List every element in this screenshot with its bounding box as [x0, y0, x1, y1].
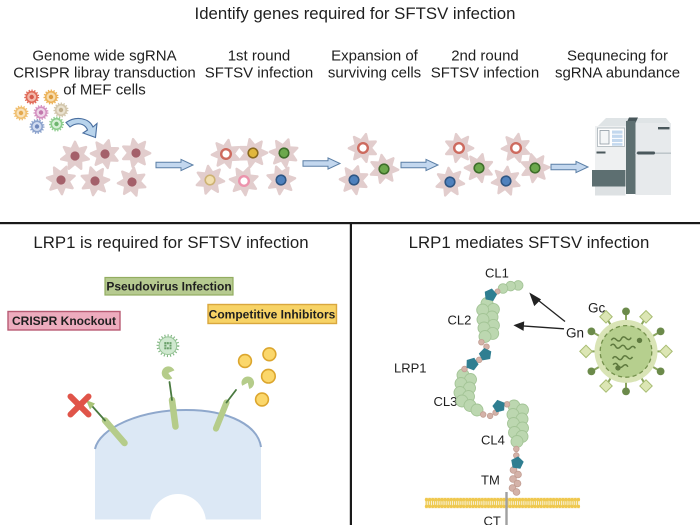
svg-text:Competitive Inhibitors: Competitive Inhibitors: [209, 308, 336, 322]
svg-text:Genome wide sgRNA: Genome wide sgRNA: [32, 48, 176, 65]
svg-text:SFTSV infection: SFTSV infection: [431, 65, 539, 82]
svg-text:CRISPR libray transduction: CRISPR libray transduction: [13, 65, 196, 82]
svg-text:Expansion of: Expansion of: [331, 48, 419, 65]
svg-text:LRP1 mediates SFTSV infection: LRP1 mediates SFTSV infection: [409, 233, 650, 252]
svg-text:Identify genes required for SF: Identify genes required for SFTSV infect…: [195, 4, 516, 23]
svg-text:2nd round: 2nd round: [451, 48, 519, 65]
svg-text:Gc: Gc: [588, 301, 606, 316]
svg-text:sgRNA abundance: sgRNA abundance: [555, 65, 680, 82]
svg-text:Pseudovirus Infection: Pseudovirus Infection: [106, 280, 231, 294]
svg-text:CRISPR Knockout: CRISPR Knockout: [12, 314, 116, 328]
svg-text:of MEF cells: of MEF cells: [63, 82, 146, 99]
svg-text:TM: TM: [481, 473, 500, 488]
svg-text:SFTSV infection: SFTSV infection: [205, 65, 313, 82]
svg-text:CL4: CL4: [481, 433, 505, 448]
svg-text:LRP1 is required for SFTSV inf: LRP1 is required for SFTSV infection: [33, 233, 308, 252]
svg-text:1st round: 1st round: [228, 48, 291, 65]
svg-text:CL3: CL3: [434, 394, 458, 409]
svg-text:CL1: CL1: [485, 266, 509, 281]
svg-text:Sequnecing for: Sequnecing for: [567, 48, 668, 65]
svg-text:LRP1: LRP1: [394, 361, 427, 376]
svg-text:CT: CT: [484, 514, 501, 525]
svg-text:CL2: CL2: [448, 313, 472, 328]
svg-text:Gn: Gn: [566, 326, 584, 341]
svg-text:surviving cells: surviving cells: [328, 65, 421, 82]
